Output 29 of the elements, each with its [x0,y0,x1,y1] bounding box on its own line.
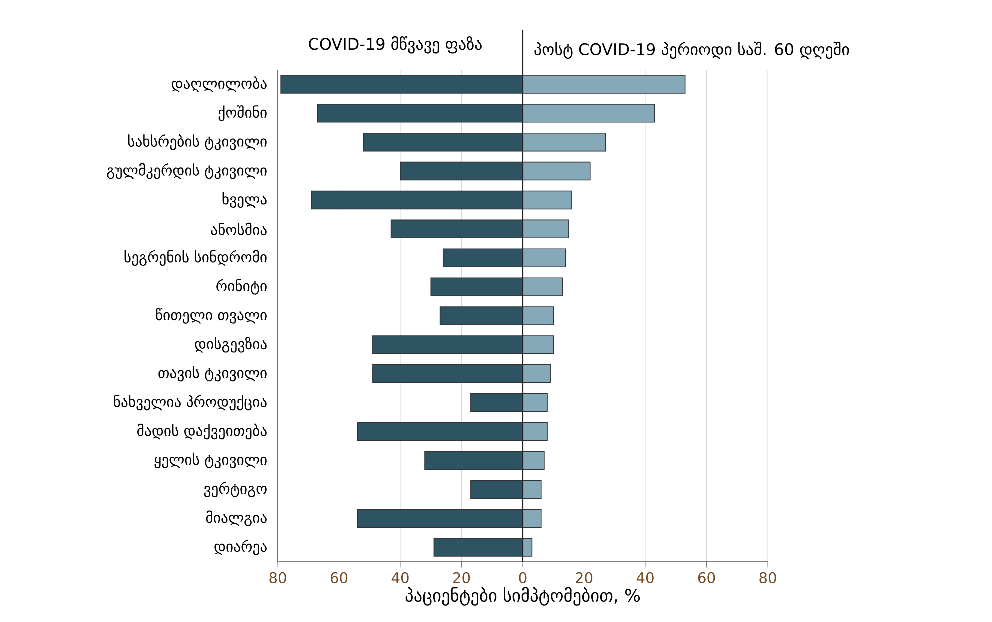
y-tick-label: ყელის ტკივილი [154,452,267,468]
y-tick-label: ანოსმია [211,222,267,236]
y-tick-label: ნახველია პროდუქცია [114,394,267,411]
y-tick-label: ქოშინი [218,106,267,122]
y-tick-label: სახსრების ტკივილი [128,134,267,150]
y-tick-label: წითელი თვალი [156,308,267,324]
series-label: პოსტ COVID-19 პერიოდი საშ. 60 დღეში [534,42,850,60]
y-tick-label: დიარეა [214,540,267,556]
x-axis-title: პაციენტები სიმპტომებით, % [406,587,640,606]
y-tick-label: მადის დაქვეითება [138,424,267,440]
y-tick-label: მიალგია [206,510,267,526]
x-tick-label: 60 [330,572,348,584]
y-tick-label: დისგევზია [195,337,267,353]
x-tick-label: 40 [636,572,654,584]
y-tick-label: სეგრენის სინდრომი [124,250,267,266]
series-label: COVID-19 მწვავე ფაზა [309,36,482,54]
x-tick-label: 60 [698,572,716,584]
y-tick-label: თავის ტკივილი [158,366,267,382]
x-tick-label: 40 [392,572,409,584]
x-tick-label: 20 [576,572,593,584]
y-tick-label: ვერტიგო [204,482,267,498]
y-tick-label: გულმკერდის ტკივილი [107,163,267,180]
x-tick-label: 20 [453,572,470,584]
x-tick-label: 80 [270,572,286,584]
x-tick-label: 80 [760,572,776,584]
y-tick-label: ხველა [222,192,267,208]
y-tick-label: დაღლილობა [172,76,267,92]
y-tick-label: რინიტი [216,279,267,295]
x-tick-label: 0 [519,572,527,584]
